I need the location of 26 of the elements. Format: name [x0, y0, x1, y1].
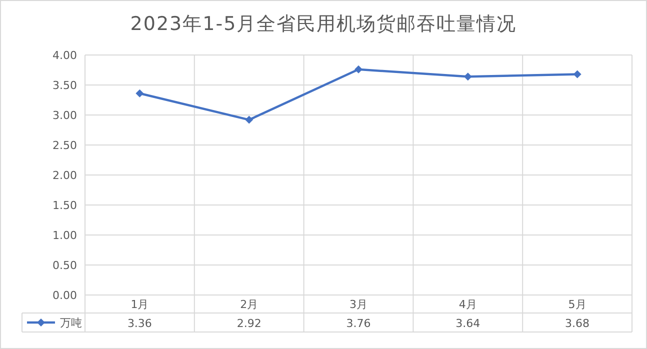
- point: [245, 116, 254, 124]
- y-tick-label: 2.50: [52, 139, 77, 152]
- y-tick-label: 1.50: [52, 199, 77, 212]
- x-tick-label: 1月: [130, 298, 149, 311]
- point: [136, 89, 144, 98]
- y-tick-label: 4.00: [52, 49, 77, 62]
- point: [464, 72, 472, 81]
- point: [573, 70, 582, 78]
- y-tick-label: 3.00: [52, 109, 77, 122]
- data-label: 2.92: [236, 317, 262, 330]
- x-tick-label: 2月: [240, 298, 258, 311]
- x-tick-label: 4月: [458, 298, 477, 311]
- y-tick-label: 0.00: [52, 289, 77, 302]
- y-tick-label: 1.00: [52, 229, 77, 242]
- data-label: 3.36: [127, 317, 152, 330]
- y-tick-label: 0.50: [52, 259, 77, 272]
- legend-label: 万吨: [60, 316, 82, 330]
- y-tick-label: 2.00: [52, 169, 77, 182]
- point: [354, 65, 362, 74]
- y-tick-label: 3.50: [52, 79, 77, 92]
- data-label: 3.76: [346, 317, 371, 330]
- data-label: 3.68: [565, 317, 590, 330]
- x-tick-label: 3月: [350, 298, 368, 311]
- chart-title: 2023年1-5月全省民用机场货邮吞吐量情况: [130, 13, 517, 35]
- data-label: 3.64: [456, 317, 480, 330]
- x-tick-label: 5月: [568, 298, 586, 311]
